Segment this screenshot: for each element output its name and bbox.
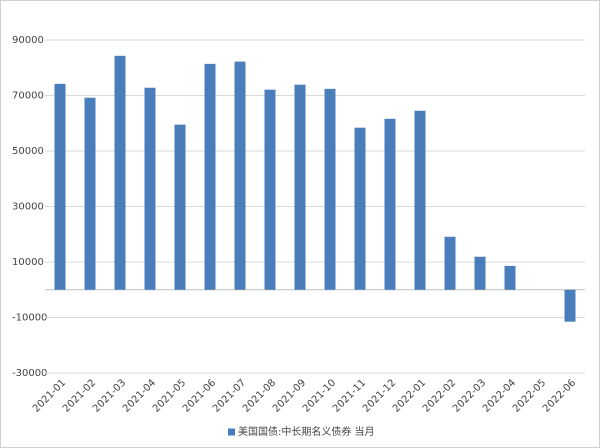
bar — [384, 118, 396, 290]
y-tick-label: 90000 — [12, 35, 44, 46]
y-tick-label: -10000 — [12, 313, 47, 324]
bar — [294, 84, 306, 290]
y-tick-label: 10000 — [12, 257, 44, 268]
bar — [264, 89, 276, 290]
legend-label: 美国国债:中长期名义债券 当月 — [238, 425, 375, 438]
bar — [114, 55, 126, 290]
bar — [234, 61, 246, 290]
bar — [144, 87, 156, 290]
y-tick-label: -30000 — [12, 368, 47, 379]
bar — [54, 83, 66, 290]
bar — [474, 256, 486, 290]
bar — [414, 110, 426, 290]
bar — [204, 63, 216, 290]
y-tick-label: 30000 — [12, 202, 44, 213]
bar — [564, 289, 576, 322]
y-tick-label: 70000 — [12, 91, 44, 102]
y-tick-label: 50000 — [12, 146, 44, 157]
legend-swatch — [228, 428, 235, 436]
bar — [354, 127, 366, 290]
bar — [444, 236, 456, 290]
bar — [174, 124, 186, 290]
bar — [324, 88, 336, 290]
bar — [84, 97, 96, 290]
bar — [504, 265, 516, 290]
